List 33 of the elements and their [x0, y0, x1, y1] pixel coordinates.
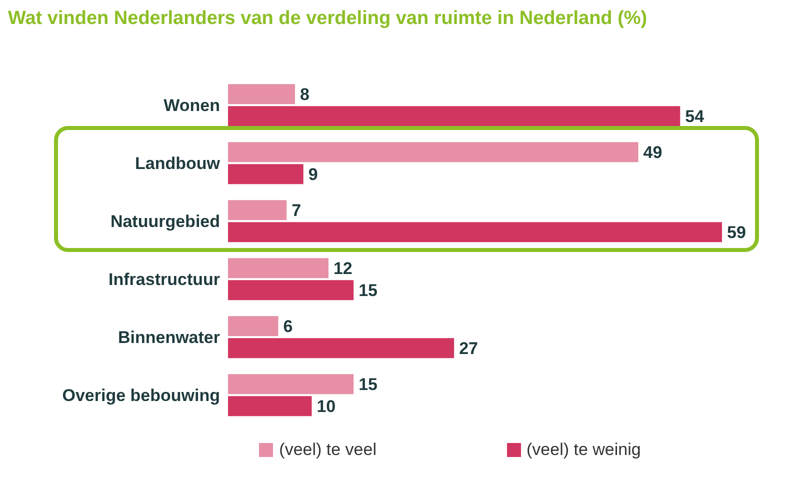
y-tick-label: Natuurgebied: [110, 212, 220, 232]
bar: [228, 164, 304, 184]
data-label: 6: [283, 317, 293, 336]
bar: [228, 280, 354, 300]
legend-label: (veel) te veel: [279, 440, 376, 460]
y-tick-label: Landbouw: [135, 154, 221, 174]
y-tick-label: Wonen: [164, 96, 220, 116]
data-label: 8: [300, 85, 310, 104]
data-label: 27: [459, 339, 478, 358]
data-label: 49: [643, 143, 662, 162]
bar: [228, 338, 454, 358]
data-label: 7: [292, 201, 302, 220]
y-tick-label: Infrastructuur: [108, 270, 220, 290]
chart-title: Wat vinden Nederlanders van de verdeling van ruimte in Nederland (%): [8, 8, 648, 30]
data-label: 54: [685, 107, 705, 126]
data-label: 12: [333, 259, 352, 278]
y-tick-label: Binnenwater: [118, 328, 220, 348]
bar: [228, 106, 680, 126]
bar: [228, 200, 287, 220]
bar: [228, 84, 295, 104]
data-label: 9: [308, 165, 318, 184]
bar: [228, 316, 278, 336]
y-tick-label: Overige bebouwing: [62, 386, 220, 406]
data-label: 10: [316, 397, 336, 416]
data-label: 59: [727, 223, 746, 242]
legend-label: (veel) te weinig: [526, 440, 641, 460]
data-label: 15: [358, 375, 378, 394]
data-label: 15: [358, 281, 378, 300]
bar: [228, 258, 328, 278]
bar: [228, 374, 354, 394]
bar: [228, 142, 638, 162]
bar: [228, 222, 722, 242]
bar: [228, 396, 312, 416]
